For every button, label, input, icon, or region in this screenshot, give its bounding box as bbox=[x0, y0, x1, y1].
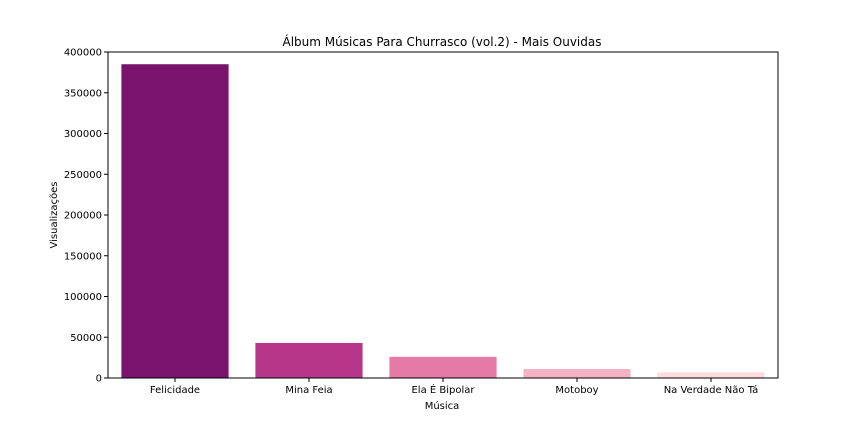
y-axis-label: Visualizações bbox=[49, 182, 60, 249]
y-tick-label: 0 bbox=[96, 374, 102, 385]
y-tick-label: 100000 bbox=[64, 292, 102, 303]
bar-2 bbox=[255, 342, 363, 378]
bars-group bbox=[121, 64, 765, 378]
x-tick-label: Motoboy bbox=[555, 385, 598, 396]
bar-5 bbox=[657, 372, 765, 378]
plot-frame bbox=[107, 51, 779, 379]
x-axis-ticks: Felicidade Mina Feia Ela É Bipolar Motoboy N… bbox=[150, 378, 758, 396]
bar-4 bbox=[523, 369, 631, 378]
chart-title: Álbum Músicas Para Churrasco (vol.2) - M… bbox=[283, 34, 602, 49]
bar-1 bbox=[121, 64, 229, 378]
bar-3 bbox=[389, 356, 497, 378]
y-tick-label: 150000 bbox=[64, 251, 102, 262]
x-tick-label: Felicidade bbox=[150, 385, 200, 396]
x-tick-label: Na Verdade Não Tá bbox=[664, 384, 759, 396]
y-tick-label: 50000 bbox=[70, 333, 102, 344]
y-tick-label: 350000 bbox=[64, 88, 102, 99]
x-axis-label: Música bbox=[425, 400, 460, 412]
y-tick-label: 250000 bbox=[64, 170, 102, 181]
x-tick-label: Ela É Bipolar bbox=[411, 383, 475, 396]
y-tick-label: 300000 bbox=[64, 129, 102, 140]
x-tick-label: Mina Feia bbox=[285, 385, 332, 396]
y-axis-ticks: 0 50000 100000 150000 200000 250000 300000 3500… bbox=[64, 48, 108, 385]
y-tick-label: 200000 bbox=[64, 211, 102, 222]
y-tick-label: 400000 bbox=[64, 48, 102, 59]
